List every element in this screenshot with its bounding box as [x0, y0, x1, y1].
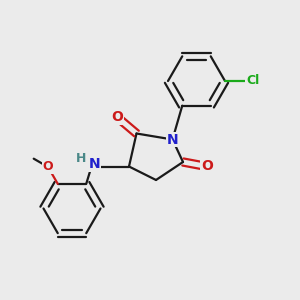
Text: O: O — [43, 160, 53, 173]
Text: O: O — [111, 110, 123, 124]
Text: N: N — [89, 158, 100, 171]
Text: O: O — [201, 160, 213, 173]
Text: H: H — [76, 152, 86, 166]
Text: Cl: Cl — [246, 74, 259, 88]
Text: N: N — [167, 133, 178, 146]
